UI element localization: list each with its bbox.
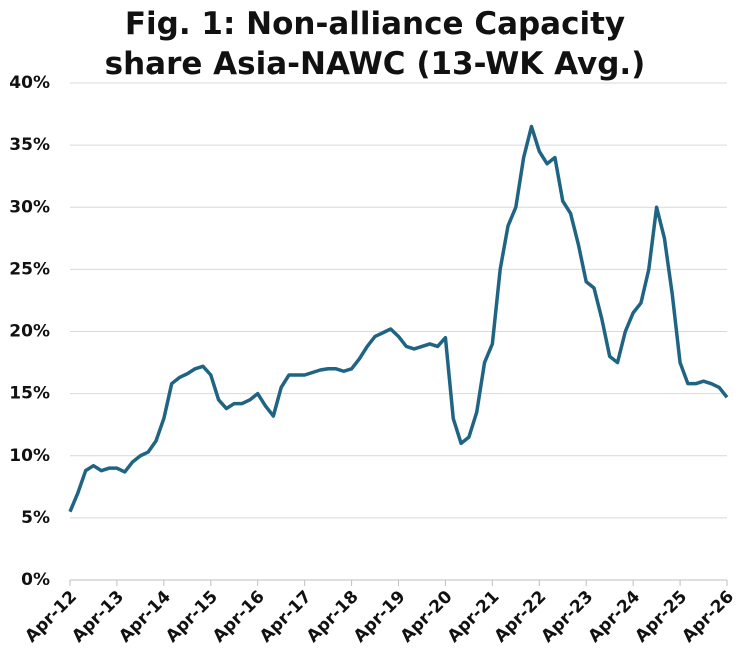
y-tick-label: 20% (9, 322, 50, 342)
y-tick-label: 30% (9, 197, 50, 217)
y-tick-label: 40% (9, 73, 50, 93)
y-tick-label: 25% (9, 259, 50, 279)
y-tick-label: 10% (9, 446, 50, 466)
x-tick-label: Apr-26 (678, 587, 738, 647)
y-tick-label: 5% (21, 508, 50, 528)
y-tick-label: 0% (21, 570, 50, 590)
y-tick-label: 15% (9, 384, 50, 404)
chart-title: Fig. 1: Non-alliance Capacity share Asia… (104, 6, 646, 82)
series-line (68, 124, 729, 513)
y-tick-label: 35% (9, 135, 50, 155)
